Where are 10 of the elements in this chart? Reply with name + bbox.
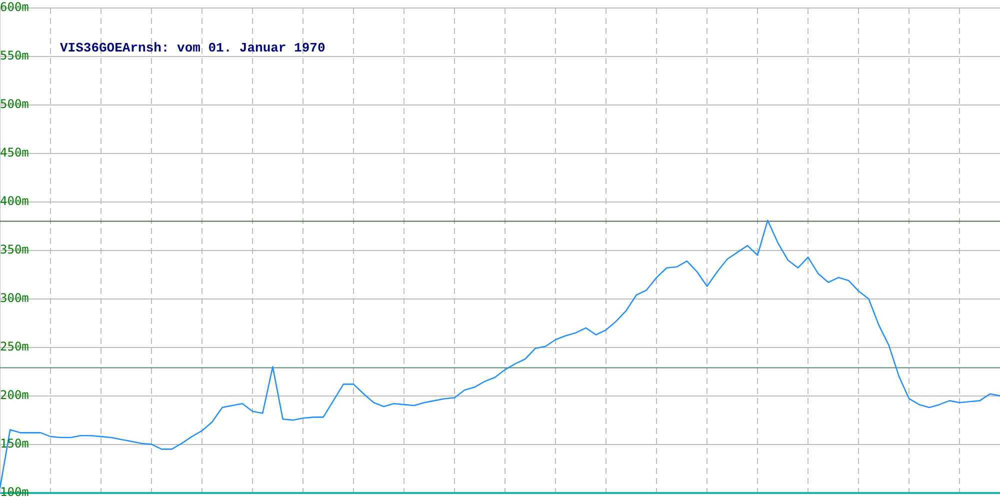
y-tick-label: 450m bbox=[0, 146, 29, 160]
y-tick-label: 500m bbox=[0, 97, 29, 112]
y-tick-label: 550m bbox=[0, 48, 29, 63]
y-tick-label: 400m bbox=[0, 194, 29, 208]
y-tick-label: 300m bbox=[0, 291, 29, 306]
y-tick-label: 250m bbox=[0, 339, 29, 354]
text: VIS36GOEArnsh: vom 01. Januar 1970 bbox=[60, 40, 326, 56]
y-tick-label: 350m bbox=[0, 242, 29, 257]
y-tick-label: 200m bbox=[0, 388, 29, 402]
y-tick-label: 600m bbox=[0, 0, 29, 14]
